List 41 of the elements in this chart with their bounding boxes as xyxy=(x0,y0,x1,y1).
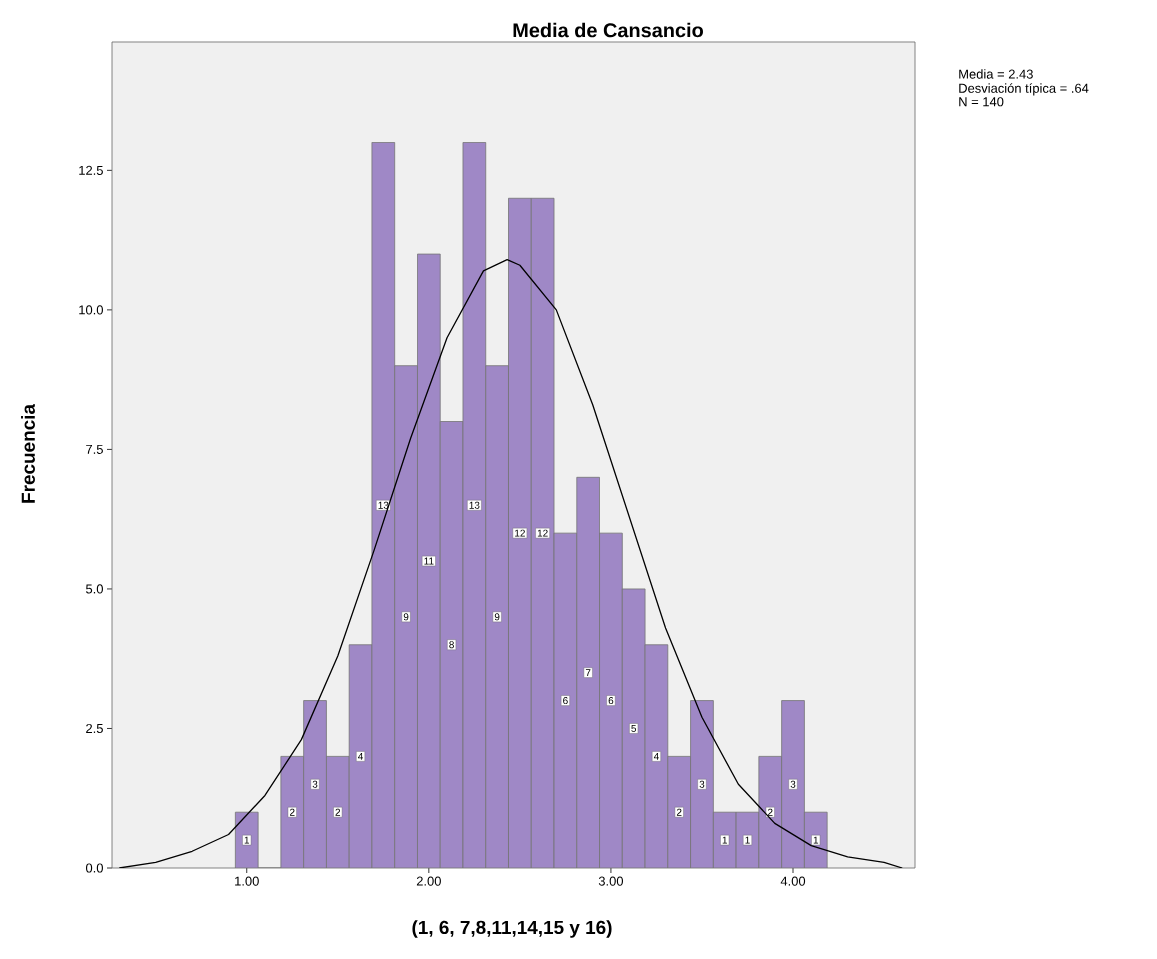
data-label: 5 xyxy=(631,724,637,732)
data-label: 1 xyxy=(244,836,250,844)
chart-title: Media de Cansancio xyxy=(513,22,703,38)
data-label: 1 xyxy=(813,836,819,844)
data-label: 4 xyxy=(653,752,659,760)
data-label: 8 xyxy=(449,641,454,649)
data-label: 3 xyxy=(790,780,796,788)
data-label: 2 xyxy=(676,808,682,816)
y-tick-label: 5.0 xyxy=(85,584,103,594)
data-label: 1 xyxy=(745,836,750,844)
text: Media = 2.43 xyxy=(959,69,1033,79)
data-label: 3 xyxy=(699,780,705,788)
y-tick-label: 12.5 xyxy=(79,165,103,175)
data-label: 13 xyxy=(378,501,389,509)
data-label: 4 xyxy=(358,752,364,760)
data-label: 6 xyxy=(563,697,568,705)
x-tick-label: 4.00 xyxy=(780,876,806,886)
data-label: 2 xyxy=(290,808,295,816)
data-label: 12 xyxy=(515,529,525,537)
data-label: 3 xyxy=(312,780,318,788)
x-tick-label: 3.00 xyxy=(598,876,624,886)
y-tick-label: 10.0 xyxy=(79,305,103,315)
x-axis-title: (1, 6, 7,8,11,14,15 y 16) xyxy=(412,920,612,938)
data-label: 1 xyxy=(722,836,728,844)
x-tick-label: 2.00 xyxy=(416,876,441,886)
data-label: 13 xyxy=(469,501,480,509)
y-tick-label: 7.5 xyxy=(86,444,103,454)
data-label: 2 xyxy=(767,808,773,816)
data-label: 7 xyxy=(585,669,591,677)
data-label: 2 xyxy=(335,808,341,816)
y-tick-label: 2.5 xyxy=(86,723,103,734)
data-label: 12 xyxy=(537,529,548,537)
text: N = 140 xyxy=(959,97,1004,107)
data-label: 6 xyxy=(608,697,614,705)
data-label: 11 xyxy=(424,557,434,565)
text: Desviación típica = .64 xyxy=(959,83,1089,96)
data-label: 9 xyxy=(403,613,409,621)
x-tick-label: 1.00 xyxy=(235,876,259,886)
data-label: 9 xyxy=(494,613,500,621)
y-axis-title: Frecuencia xyxy=(21,403,35,503)
y-tick-label: 0.0 xyxy=(85,863,103,873)
